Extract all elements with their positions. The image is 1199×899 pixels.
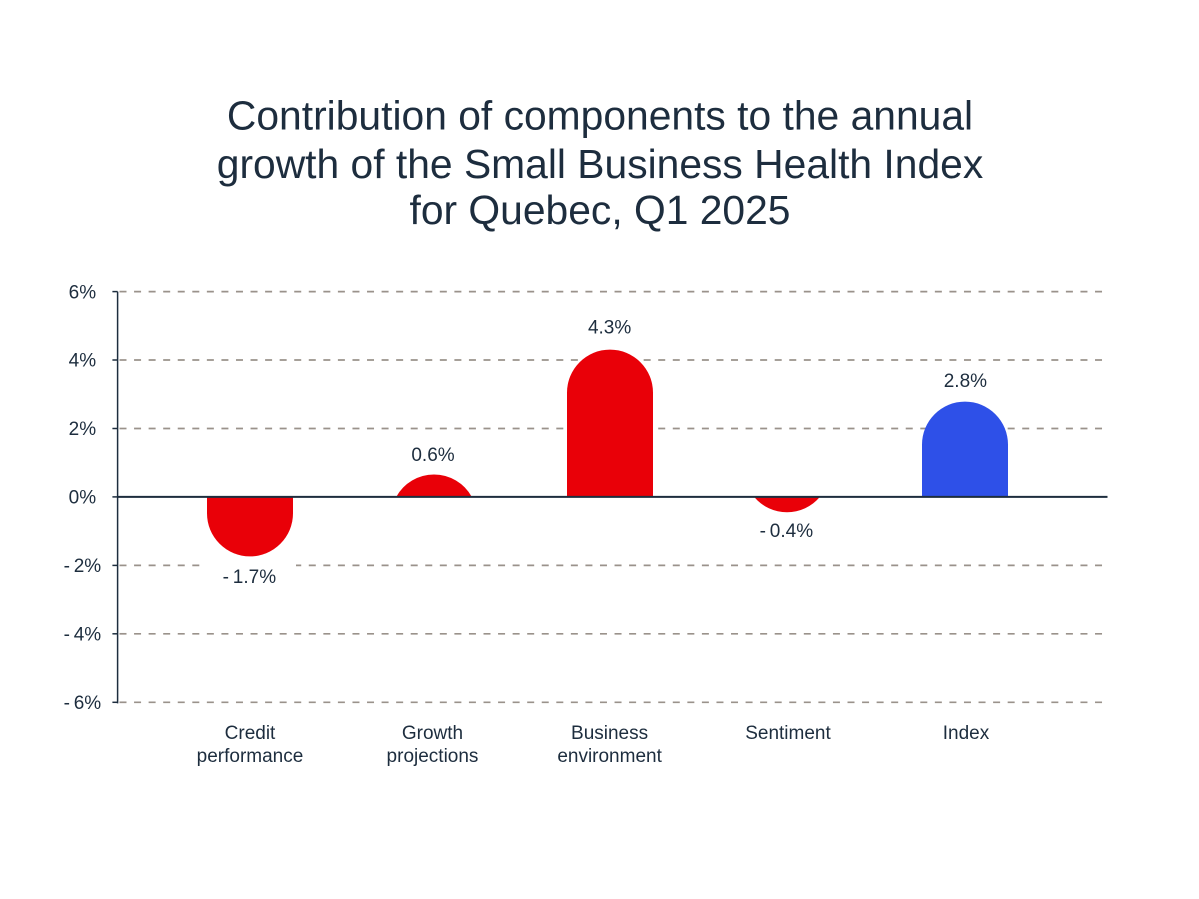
svg-text:0.6%: 0.6% (411, 445, 454, 466)
svg-text:Growth: Growth (402, 723, 463, 744)
svg-text:Business: Business (571, 723, 648, 744)
svg-text:Index: Index (943, 723, 990, 744)
svg-text:0%: 0% (69, 488, 97, 509)
svg-text:projections: projections (387, 746, 479, 767)
svg-text:- 4%: - 4% (64, 625, 102, 646)
svg-text:6%: 6% (69, 282, 97, 303)
svg-text:- 1.7%: - 1.7% (223, 567, 277, 588)
svg-text:for Quebec, Q1 2025: for Quebec, Q1 2025 (409, 187, 790, 233)
svg-text:environment: environment (557, 746, 662, 767)
svg-text:Credit: Credit (225, 723, 276, 744)
svg-text:Sentiment: Sentiment (745, 723, 831, 744)
svg-text:2%: 2% (69, 419, 97, 440)
svg-text:2.8%: 2.8% (944, 371, 987, 392)
svg-text:- 2%: - 2% (64, 556, 102, 577)
svg-text:- 6%: - 6% (64, 693, 102, 714)
svg-text:4.3%: 4.3% (588, 317, 631, 338)
svg-text:Contribution of components to: Contribution of components to the annual (227, 93, 973, 139)
svg-text:performance: performance (197, 746, 304, 767)
svg-text:- 0.4%: - 0.4% (760, 521, 814, 542)
svg-text:growth of the Small Business H: growth of the Small Business Health Inde… (217, 141, 983, 187)
svg-text:4%: 4% (69, 351, 97, 372)
